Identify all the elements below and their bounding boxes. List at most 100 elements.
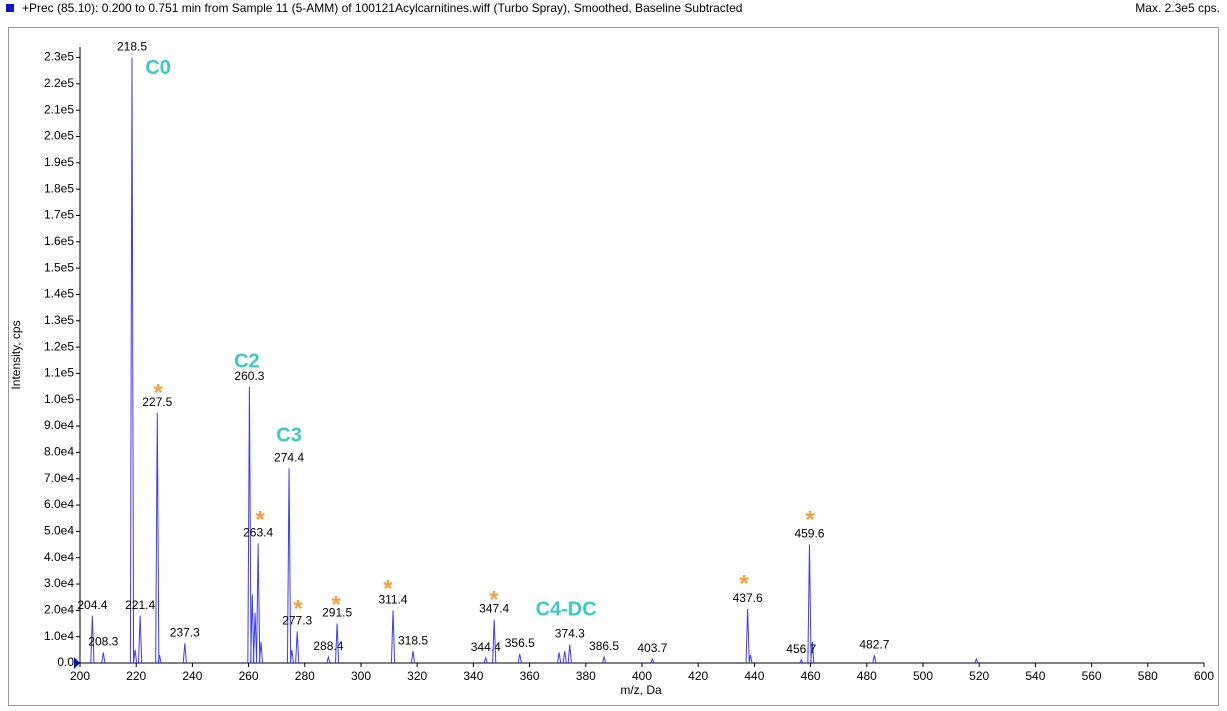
annotation: C4-DC	[536, 598, 597, 620]
x-tick-label: 520	[969, 669, 989, 683]
peak-label: 482.7	[859, 637, 889, 651]
annotation: *	[805, 506, 815, 533]
peak-label: 208.3	[88, 635, 118, 649]
peak	[90, 615, 95, 664]
x-axis-label: m/z, Da	[620, 683, 662, 697]
peak-label: 260.3	[234, 369, 264, 383]
x-tick-label: 400	[632, 669, 652, 683]
x-tick-label: 360	[520, 669, 540, 683]
y-tick-label: 9.0e4	[44, 418, 74, 432]
peak	[807, 544, 812, 664]
y-tick-label: 1.9e5	[44, 155, 74, 169]
max-label: Max. 2.3e5 cps.	[1135, 1, 1220, 15]
x-tick-label: 220	[126, 669, 146, 683]
peak	[650, 657, 655, 664]
peak-label: 318.5	[398, 633, 428, 647]
y-tick-label: 1.1e5	[44, 366, 74, 380]
peak-label: 227.5	[142, 395, 172, 409]
peak-label: 456.7	[786, 642, 816, 656]
peak	[247, 386, 252, 664]
peak	[799, 658, 804, 664]
x-tick-label: 560	[1082, 669, 1102, 683]
x-tick-label: 260	[239, 669, 259, 683]
annotation: *	[383, 575, 393, 602]
peak	[101, 652, 106, 664]
y-tick-label: 7.0e4	[44, 471, 74, 485]
x-tick-label: 420	[688, 669, 708, 683]
peak-label: 221.4	[125, 598, 155, 612]
peak	[557, 652, 562, 664]
y-tick-label: 0.0	[57, 655, 74, 669]
peak	[256, 543, 261, 664]
peak	[390, 610, 396, 664]
annotation: *	[153, 380, 163, 407]
peak-label: 288.4	[313, 639, 343, 653]
x-tick-label: 600	[1194, 669, 1214, 683]
annotation: C3	[276, 425, 302, 447]
peak-label: 311.4	[378, 593, 407, 607]
peak-label: 437.6	[733, 591, 763, 605]
peak	[483, 656, 488, 664]
peak	[517, 653, 522, 664]
peak	[326, 654, 331, 664]
y-tick-label: 5.0e4	[44, 524, 74, 538]
peak	[567, 644, 572, 664]
peak-label: 347.4	[479, 602, 509, 616]
y-tick-label: 1.4e5	[44, 287, 74, 301]
peak	[562, 651, 567, 664]
x-tick-label: 480	[857, 669, 877, 683]
legend-icon	[6, 4, 14, 12]
x-tick-label: 300	[351, 669, 371, 683]
peak-label: 344.4	[471, 640, 501, 654]
peak	[252, 612, 258, 664]
peak	[492, 619, 497, 664]
peak-label: 291.5	[322, 606, 352, 620]
peak-label: 277.3	[282, 614, 312, 628]
frame	[8, 27, 1219, 706]
y-tick-label: 4.0e4	[44, 550, 74, 564]
y-tick-label: 1.6e5	[44, 234, 74, 248]
peak	[601, 654, 607, 664]
y-tick-label: 1.3e5	[44, 313, 74, 327]
y-tick-label: 1.0e4	[44, 629, 74, 643]
x-tick-label: 540	[1025, 669, 1045, 683]
y-tick-label: 1.0e5	[44, 392, 74, 406]
y-tick-label: 2.1e5	[44, 102, 74, 116]
annotation: *	[331, 591, 341, 618]
peak-label: 386.5	[589, 639, 619, 653]
peak	[182, 643, 187, 664]
peak	[129, 57, 135, 664]
x-tick-label: 200	[70, 669, 90, 683]
y-tick-label: 8.0e4	[44, 445, 74, 459]
x-tick-label: 340	[463, 669, 483, 683]
y-axis-label: Intensity, cps	[9, 320, 23, 389]
peak-label: 237.3	[170, 625, 200, 639]
y-tick-label: 2.2e5	[44, 76, 74, 90]
peak-label: 374.3	[555, 627, 585, 641]
chart-title: +Prec (85.10): 0.200 to 0.751 min from S…	[22, 1, 742, 15]
y-tick-label: 1.7e5	[44, 208, 74, 222]
peak	[295, 631, 300, 664]
peak-label: 274.4	[274, 450, 304, 464]
annotation: C2	[234, 351, 260, 373]
peak-label: 403.7	[637, 641, 667, 655]
annotation: *	[293, 595, 303, 622]
peak	[410, 651, 416, 664]
y-tick-label: 1.2e5	[44, 339, 74, 353]
peak	[974, 657, 979, 664]
x-tick-label: 240	[182, 669, 202, 683]
annotation: *	[255, 506, 265, 533]
y-tick-label: 1.8e5	[44, 181, 74, 195]
peak	[335, 623, 340, 664]
peak-label: 263.4	[243, 525, 273, 539]
peak-label: 356.5	[505, 636, 535, 650]
x-tick-label: 580	[1138, 669, 1158, 683]
x-tick-label: 440	[744, 669, 764, 683]
y-tick-label: 6.0e4	[44, 497, 74, 511]
y-tick-label: 2.3e5	[44, 50, 74, 64]
peak-label: 218.5	[117, 40, 147, 54]
peak-label: 204.4	[77, 598, 107, 612]
x-tick-label: 280	[295, 669, 315, 683]
peak	[155, 412, 160, 664]
